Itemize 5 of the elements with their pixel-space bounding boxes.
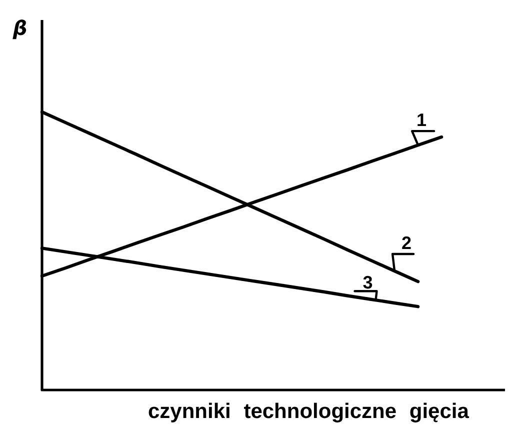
x-axis-title: czynniki technologiczne gięcia — [148, 400, 470, 423]
series-label: 3 — [362, 272, 373, 293]
series-label: 1 — [416, 110, 427, 130]
y-axis-title: β — [12, 16, 28, 40]
series-label: 2 — [402, 233, 412, 254]
